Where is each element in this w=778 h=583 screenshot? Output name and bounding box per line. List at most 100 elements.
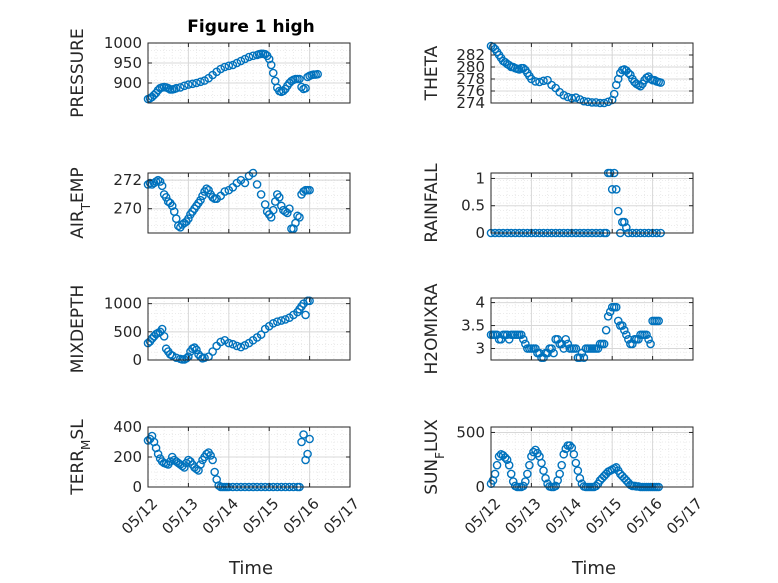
y-tick-label: 4 [475,294,485,312]
data-point [521,477,530,486]
subplot-right-row-2: 0 0.5 1 RAINFALL [422,163,694,243]
data-point [622,223,631,232]
data-point [216,337,226,347]
data-point [180,81,189,91]
data-point [494,452,504,461]
data-point [551,481,560,491]
y-tick-label: 400 [113,418,142,436]
data-point [268,205,278,215]
y-axis-label: TERRMSL [68,419,93,496]
x-tick-label: 05/12 [461,495,504,538]
data-point [624,68,633,78]
data-point [208,347,217,356]
data-point [224,61,234,71]
data-point [305,434,314,444]
data-point [573,466,583,475]
y-tick-label: 0 [475,224,485,242]
y-tick-label: 272 [113,171,142,189]
data-point [167,201,177,211]
data-point [297,82,306,92]
data-point [303,449,312,459]
data-point [208,455,217,465]
x-tick-label: 05/13 [158,495,201,538]
y-tick-label: 278 [456,70,485,88]
data-point [240,54,250,64]
data-point [502,330,512,340]
data-point [620,325,629,335]
y-axis-label: SUNFLUX [422,419,447,495]
y-tick-label: 274 [456,94,485,112]
data-point [228,60,238,70]
data-point [192,345,201,355]
data-point [557,460,567,470]
data-point [248,51,258,61]
data-point [539,466,548,475]
y-tick-label: 950 [113,54,142,72]
y-tick-label: 500 [113,323,142,341]
x-tick-label: 05/16 [280,495,323,538]
y-tick-label: 0 [132,478,142,496]
y-tick-label: 1000 [104,295,142,313]
data-point [607,185,617,194]
data-point [281,315,290,324]
data-point [642,330,651,340]
data-point [283,208,292,218]
data-point [575,353,585,363]
data-point [266,60,276,70]
x-axis-label-right: Time [571,558,616,579]
data-point [575,473,585,483]
data-point [611,185,621,194]
data-point [180,463,189,472]
data-point [165,457,175,466]
data-point [208,192,217,202]
data-point [224,338,234,348]
data-point [618,321,627,330]
data-point [313,69,322,79]
data-point [603,312,613,321]
data-point [171,83,181,93]
data-point [268,319,278,328]
y-tick-label: 0.5 [461,197,485,215]
data-point [295,212,304,222]
data-point [565,441,575,450]
y-tick-label: 3 [475,340,485,358]
data-point [492,460,502,470]
data-point [190,343,199,352]
data-point [541,473,550,483]
data-point [198,191,207,201]
data-point [525,460,534,470]
data-point [268,68,278,78]
axes-box [490,42,694,104]
data-point [555,469,564,479]
y-tick-label: 0 [475,478,485,496]
data-point [547,344,556,353]
y-axis-label: H2OMIXRA [422,283,442,374]
data-point [599,339,609,349]
data-point [531,77,540,86]
x-tick-label: 05/13 [501,495,544,538]
data-point [196,77,205,87]
axes-box [490,426,694,488]
data-point [171,353,181,363]
data-point [636,81,645,91]
data-point [157,181,167,191]
data-point [571,93,581,102]
data-point [559,449,569,459]
data-point [626,70,635,80]
y-tick-label: 1 [475,169,485,187]
data-point [196,460,205,469]
data-point [279,86,288,96]
data-point [591,481,601,491]
data-point [299,430,308,439]
axes-box [490,297,694,361]
y-tick-label: 282 [456,46,485,64]
data-point [656,78,665,87]
data-point [159,332,169,341]
data-point [289,224,298,234]
data-point [519,335,528,344]
data-series [143,296,314,364]
data-series [143,168,314,234]
